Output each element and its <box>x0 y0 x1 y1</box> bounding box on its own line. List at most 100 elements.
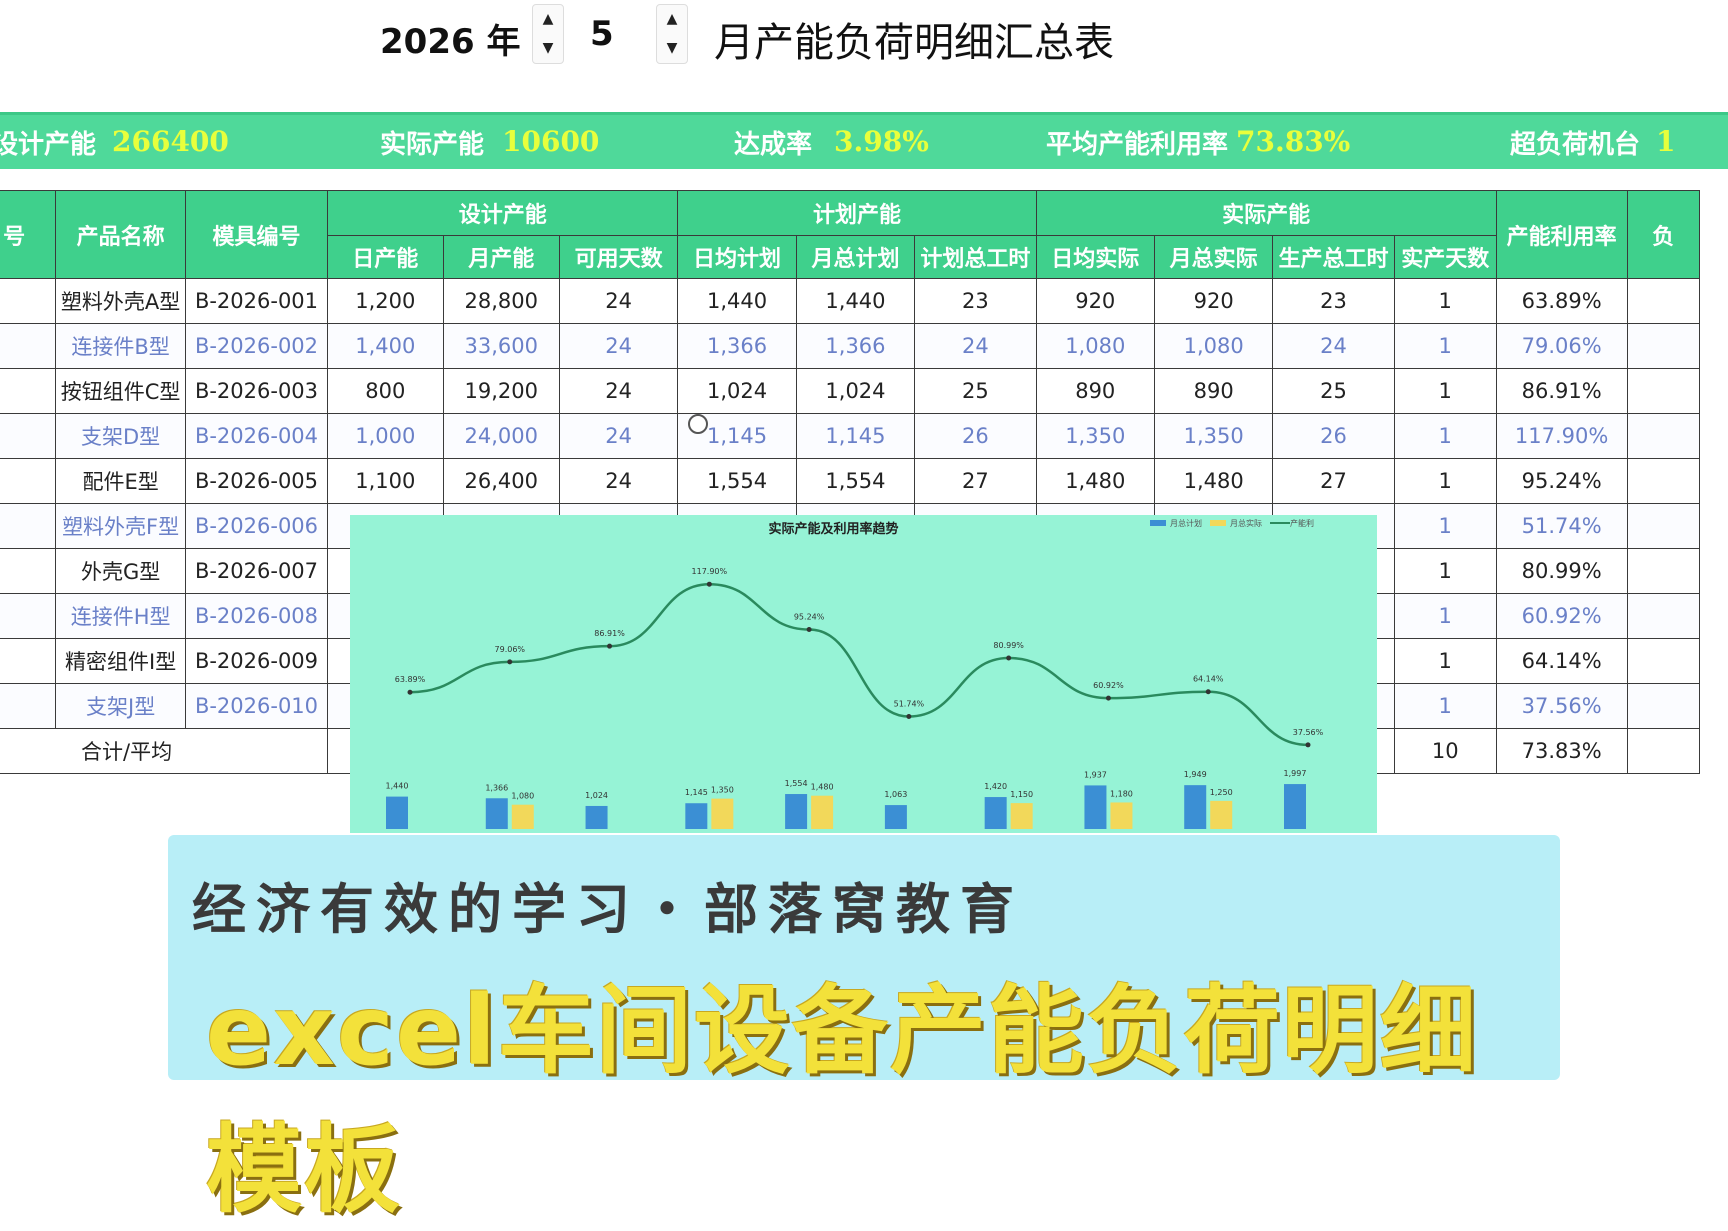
product-name-cell[interactable]: 外壳G型 <box>55 548 186 594</box>
header-actual-group[interactable]: 实际产能 <box>1035 190 1497 236</box>
trend-chart[interactable]: 实际产能及利用率趋势 月总计划 月总实际 产能利 1,440 1,366 1,024 1,14… <box>350 515 1377 833</box>
table-row[interactable]: 05配件E型B-2026-0051,10026,400241,5541,5542… <box>0 458 1701 504</box>
month-spinner[interactable]: ▲ ▼ <box>656 4 688 64</box>
monthly-actual-cell[interactable]: 920 <box>1153 278 1274 324</box>
header-monthly-cap[interactable]: 月产能 <box>442 235 560 279</box>
header-plan-hours[interactable]: 计划总工时 <box>914 235 1037 279</box>
mold-code-cell[interactable]: B-2026-009 <box>184 638 329 684</box>
util-rate-cell[interactable]: 64.14% <box>1495 638 1628 684</box>
plan-hours-cell[interactable]: 25 <box>914 368 1037 414</box>
util-rate-cell[interactable]: 63.89% <box>1495 278 1628 324</box>
monthly-cap-cell[interactable]: 24,000 <box>442 413 560 459</box>
daily-cap-cell[interactable]: 1,400 <box>327 323 444 369</box>
product-name-cell[interactable]: 支架D型 <box>55 413 186 459</box>
daily-actual-cell[interactable]: 1,480 <box>1035 458 1155 504</box>
util-rate-cell[interactable]: 60.92% <box>1495 593 1628 639</box>
monthly-plan-cell[interactable]: 1,145 <box>795 413 916 459</box>
daily-cap-cell[interactable]: 1,100 <box>327 458 444 504</box>
prod-hours-cell[interactable]: 23 <box>1272 278 1395 324</box>
util-rate-cell[interactable]: 79.06% <box>1495 323 1628 369</box>
table-row[interactable]: 01塑料外壳A型B-2026-0011,20028,800241,4401,44… <box>0 278 1701 324</box>
header-no[interactable]: 号 <box>0 190 57 279</box>
load-cell[interactable] <box>1626 458 1701 504</box>
product-name-cell[interactable]: 支架J型 <box>55 683 186 729</box>
header-daily-plan[interactable]: 日均计划 <box>677 235 797 279</box>
header-avail-days[interactable]: 可用天数 <box>558 235 679 279</box>
avail-days-cell[interactable]: 24 <box>558 413 679 459</box>
total-days[interactable]: 10 <box>1393 728 1497 774</box>
util-rate-cell[interactable]: 37.56% <box>1495 683 1628 729</box>
total-util[interactable]: 73.83% <box>1495 728 1628 774</box>
header-daily-actual[interactable]: 日均实际 <box>1035 235 1155 279</box>
row-no-cell[interactable]: 05 <box>0 458 57 504</box>
product-name-cell[interactable]: 塑料外壳A型 <box>55 278 186 324</box>
year-spinner[interactable]: ▲ ▼ <box>532 4 564 64</box>
year-value[interactable]: 2026 年 <box>380 22 521 62</box>
header-daily-cap[interactable]: 日产能 <box>327 235 444 279</box>
prod-hours-cell[interactable]: 24 <box>1272 323 1395 369</box>
mold-code-cell[interactable]: B-2026-006 <box>184 503 329 549</box>
actual-days-cell[interactable]: 1 <box>1393 503 1497 549</box>
monthly-actual-cell[interactable]: 1,350 <box>1153 413 1274 459</box>
prod-hours-cell[interactable]: 25 <box>1272 368 1395 414</box>
mold-code-cell[interactable]: B-2026-001 <box>184 278 329 324</box>
product-name-cell[interactable]: 按钮组件C型 <box>55 368 186 414</box>
header-mold[interactable]: 模具编号 <box>184 190 329 279</box>
mold-code-cell[interactable]: B-2026-005 <box>184 458 329 504</box>
monthly-actual-cell[interactable]: 1,480 <box>1153 458 1274 504</box>
actual-days-cell[interactable]: 1 <box>1393 368 1497 414</box>
product-name-cell[interactable]: 塑料外壳F型 <box>55 503 186 549</box>
monthly-cap-cell[interactable]: 19,200 <box>442 368 560 414</box>
daily-plan-cell[interactable]: 1,554 <box>677 458 797 504</box>
avail-days-cell[interactable]: 24 <box>558 368 679 414</box>
mold-code-cell[interactable]: B-2026-003 <box>184 368 329 414</box>
year-down-arrow-icon[interactable]: ▼ <box>542 40 554 56</box>
load-cell[interactable] <box>1626 413 1701 459</box>
header-actual-days[interactable]: 实产天数 <box>1393 235 1497 279</box>
prod-hours-cell[interactable]: 27 <box>1272 458 1395 504</box>
header-prod-hours[interactable]: 生产总工时 <box>1272 235 1395 279</box>
load-cell[interactable] <box>1626 638 1701 684</box>
daily-actual-cell[interactable]: 1,350 <box>1035 413 1155 459</box>
util-rate-cell[interactable]: 80.99% <box>1495 548 1628 594</box>
actual-days-cell[interactable]: 1 <box>1393 548 1497 594</box>
product-name-cell[interactable]: 精密组件I型 <box>55 638 186 684</box>
plan-hours-cell[interactable]: 23 <box>914 278 1037 324</box>
product-name-cell[interactable]: 配件E型 <box>55 458 186 504</box>
plan-hours-cell[interactable]: 27 <box>914 458 1037 504</box>
load-cell[interactable] <box>1626 368 1701 414</box>
daily-plan-cell[interactable]: 1,440 <box>677 278 797 324</box>
table-row[interactable]: 04支架D型B-2026-0041,00024,000241,1451,1452… <box>0 413 1701 459</box>
daily-actual-cell[interactable]: 920 <box>1035 278 1155 324</box>
row-no-cell[interactable]: 04 <box>0 413 57 459</box>
table-row[interactable]: 03按钮组件C型B-2026-00380019,200241,0241,0242… <box>0 368 1701 414</box>
row-no-cell[interactable]: 02 <box>0 323 57 369</box>
util-rate-cell[interactable]: 51.74% <box>1495 503 1628 549</box>
util-rate-cell[interactable]: 117.90% <box>1495 413 1628 459</box>
row-no-cell[interactable]: 08 <box>0 593 57 639</box>
table-row[interactable]: 02连接件B型B-2026-0021,40033,600241,3661,366… <box>0 323 1701 369</box>
load-cell[interactable] <box>1626 503 1701 549</box>
load-cell[interactable] <box>1626 548 1701 594</box>
daily-cap-cell[interactable]: 1,000 <box>327 413 444 459</box>
daily-actual-cell[interactable]: 890 <box>1035 368 1155 414</box>
mold-code-cell[interactable]: B-2026-002 <box>184 323 329 369</box>
header-monthly-actual[interactable]: 月总实际 <box>1153 235 1274 279</box>
header-load[interactable]: 负 <box>1626 190 1701 279</box>
daily-plan-cell[interactable]: 1,366 <box>677 323 797 369</box>
load-cell[interactable] <box>1626 278 1701 324</box>
daily-cap-cell[interactable]: 800 <box>327 368 444 414</box>
monthly-plan-cell[interactable]: 1,366 <box>795 323 916 369</box>
mold-code-cell[interactable]: B-2026-008 <box>184 593 329 639</box>
row-no-cell[interactable]: 03 <box>0 368 57 414</box>
total-load-cell[interactable] <box>1626 728 1701 774</box>
avail-days-cell[interactable]: 24 <box>558 278 679 324</box>
load-cell[interactable] <box>1626 683 1701 729</box>
monthly-actual-cell[interactable]: 1,080 <box>1153 323 1274 369</box>
monthly-cap-cell[interactable]: 26,400 <box>442 458 560 504</box>
row-no-cell[interactable]: 06 <box>0 503 57 549</box>
row-no-cell[interactable]: 01 <box>0 278 57 324</box>
util-rate-cell[interactable]: 95.24% <box>1495 458 1628 504</box>
month-down-arrow-icon[interactable]: ▼ <box>666 40 678 56</box>
plan-hours-cell[interactable]: 24 <box>914 323 1037 369</box>
